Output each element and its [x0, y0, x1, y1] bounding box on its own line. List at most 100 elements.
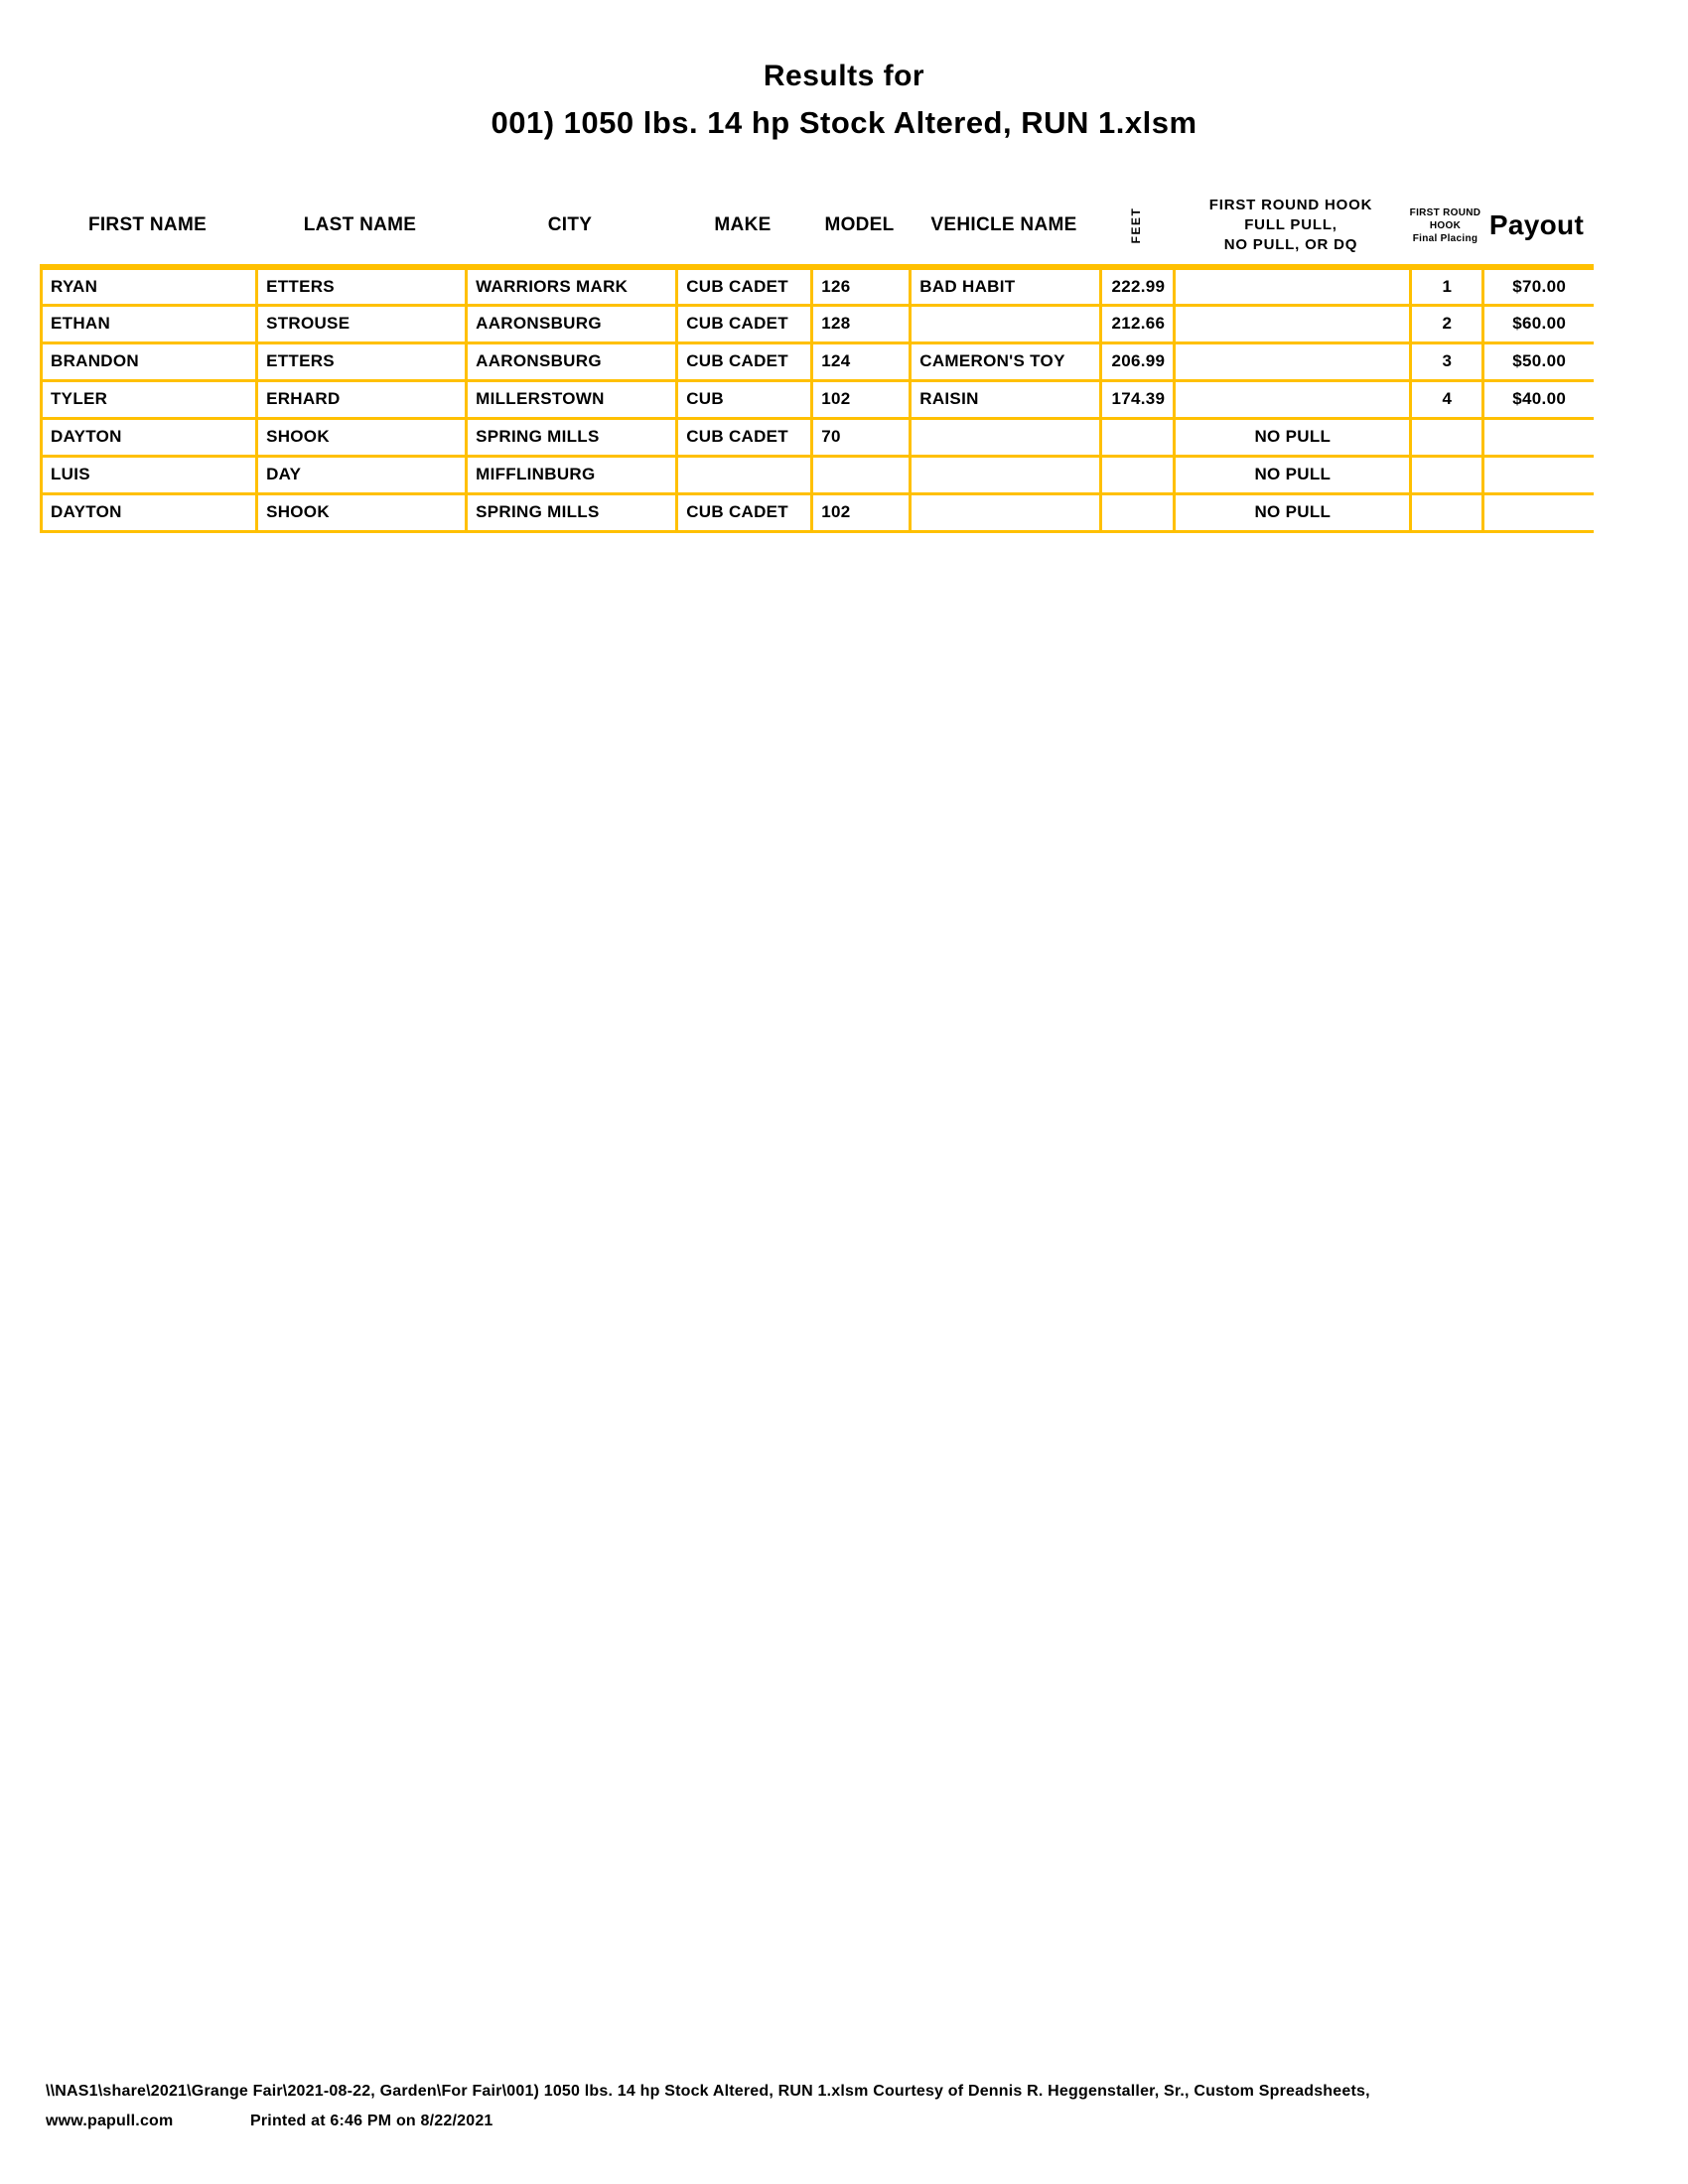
cell-payout	[1481, 454, 1594, 495]
cell-last-name: ETTERS	[255, 341, 469, 382]
footer-website: www.papull.com	[46, 2113, 174, 2129]
feet-rotated-label: FEET	[1129, 206, 1143, 244]
cell-city: AARONSBURG	[465, 303, 679, 344]
cell-hook: NO PULL	[1173, 416, 1413, 458]
placing-header-line1: FIRST ROUND	[1409, 206, 1481, 218]
column-header-final-placing: FIRST ROUND HOOK Final Placing	[1409, 206, 1481, 245]
table-header-row: FIRST NAME LAST NAME CITY MAKE MODEL VEH…	[40, 187, 1594, 264]
cell-hook	[1173, 378, 1413, 420]
cell-vehicle-name	[909, 416, 1103, 458]
column-header-feet: FEET	[1099, 187, 1173, 264]
cell-make	[675, 454, 814, 495]
cell-city: WARRIORS MARK	[465, 265, 679, 307]
cell-hook	[1173, 341, 1413, 382]
cell-vehicle-name: CAMERON'S TOY	[909, 341, 1103, 382]
cell-placing: 4	[1409, 378, 1485, 420]
cell-city: MILLERSTOWN	[465, 378, 679, 420]
column-header-first-round-hook: FIRST ROUND HOOK FULL PULL, NO PULL, OR …	[1173, 196, 1409, 255]
column-header-model: MODEL	[824, 214, 895, 235]
placing-header-line2: HOOK	[1429, 219, 1462, 231]
cell-placing: 3	[1409, 341, 1485, 382]
cell-model: 102	[810, 491, 913, 533]
cell-make: CUB CADET	[675, 341, 814, 382]
cell-city: SPRING MILLS	[465, 416, 679, 458]
table-row: TYLER ERHARD MILLERSTOWN CUB 102 RAISIN 174.39…	[39, 378, 1594, 420]
cell-feet	[1099, 416, 1177, 458]
column-header-city: CITY	[547, 214, 593, 235]
cell-feet	[1099, 491, 1177, 533]
page-subtitle-filename: 001) 1050 lbs. 14 hp Stock Altered, RUN …	[491, 105, 1197, 140]
footer-file-path: \\NAS1\share\2021\Grange Fair\2021-08-22…	[46, 2083, 1370, 2100]
cell-hook	[1173, 303, 1413, 344]
column-header-vehicle-name: VEHICLE NAME	[930, 214, 1077, 235]
cell-last-name: ERHARD	[255, 378, 469, 420]
cell-placing	[1409, 416, 1485, 458]
page-title: Results for	[763, 60, 925, 92]
cell-first-name: BRANDON	[39, 341, 259, 382]
cell-payout: $70.00	[1481, 265, 1594, 307]
cell-feet: 212.66	[1099, 303, 1177, 344]
cell-placing: 2	[1409, 303, 1485, 344]
cell-payout: $40.00	[1481, 378, 1594, 420]
cell-last-name: STROUSE	[255, 303, 469, 344]
cell-first-name: DAYTON	[39, 416, 259, 458]
hook-header-line2: FULL PULL,	[1244, 216, 1337, 233]
cell-model: 124	[810, 341, 913, 382]
cell-vehicle-name	[909, 303, 1103, 344]
cell-placing: 1	[1409, 265, 1485, 307]
results-table-body: RYAN ETTERS WARRIORS MARK CUB CADET 126 BAD H…	[39, 265, 1594, 533]
cell-city: AARONSBURG	[465, 341, 679, 382]
cell-model: 128	[810, 303, 913, 344]
cell-feet: 206.99	[1099, 341, 1177, 382]
cell-first-name: LUIS	[39, 454, 259, 495]
cell-last-name: DAY	[255, 454, 469, 495]
placing-header-line3: Final Placing	[1412, 232, 1478, 244]
results-grid: RYAN ETTERS WARRIORS MARK CUB CADET 126 BAD H…	[39, 264, 1594, 533]
cell-model: 102	[810, 378, 913, 420]
cell-payout	[1481, 416, 1594, 458]
cell-hook	[1173, 265, 1413, 307]
cell-payout: $60.00	[1481, 303, 1594, 344]
cell-first-name: DAYTON	[39, 491, 259, 533]
cell-vehicle-name: BAD HABIT	[909, 265, 1103, 307]
cell-make: CUB CADET	[675, 416, 814, 458]
column-header-first-name: FIRST NAME	[87, 214, 208, 235]
table-row: LUIS DAY MIFFLINBURG NO PULL	[39, 454, 1594, 495]
cell-feet: 174.39	[1099, 378, 1177, 420]
cell-vehicle-name: RAISIN	[909, 378, 1103, 420]
cell-vehicle-name	[909, 454, 1103, 495]
cell-last-name: SHOOK	[255, 491, 469, 533]
column-header-payout: Payout	[1488, 209, 1585, 240]
results-table: FIRST NAME LAST NAME CITY MAKE MODEL VEH…	[39, 187, 1594, 533]
table-row: DAYTON SHOOK SPRING MILLS CUB CADET 70 NO PUL…	[39, 416, 1594, 458]
column-header-last-name: LAST NAME	[303, 214, 417, 235]
cell-feet	[1099, 454, 1177, 495]
cell-first-name: RYAN	[39, 265, 259, 307]
table-row: BRANDON ETTERS AARONSBURG CUB CADET 124 CAMER…	[39, 341, 1594, 382]
table-row: RYAN ETTERS WARRIORS MARK CUB CADET 126 BAD H…	[39, 265, 1594, 307]
cell-first-name: TYLER	[39, 378, 259, 420]
cell-city: MIFFLINBURG	[465, 454, 679, 495]
cell-city: SPRING MILLS	[465, 491, 679, 533]
cell-vehicle-name	[909, 491, 1103, 533]
cell-placing	[1409, 454, 1485, 495]
footer-printed-timestamp: Printed at 6:46 PM on 8/22/2021	[250, 2113, 493, 2129]
cell-model: 70	[810, 416, 913, 458]
cell-make: CUB CADET	[675, 265, 814, 307]
table-row: DAYTON SHOOK SPRING MILLS CUB CADET 102 NO PU…	[39, 491, 1594, 533]
cell-last-name: SHOOK	[255, 416, 469, 458]
footer-print-info: www.papull.com Printed at 6:46 PM on 8/2…	[46, 2113, 493, 2130]
cell-make: CUB	[675, 378, 814, 420]
cell-model: 126	[810, 265, 913, 307]
cell-last-name: ETTERS	[255, 265, 469, 307]
cell-first-name: ETHAN	[39, 303, 259, 344]
cell-hook: NO PULL	[1173, 491, 1413, 533]
cell-make: CUB CADET	[675, 303, 814, 344]
hook-header-line3: NO PULL, OR DQ	[1223, 236, 1358, 253]
table-row: ETHAN STROUSE AARONSBURG CUB CADET 128 212.66…	[39, 303, 1594, 344]
column-header-make: MAKE	[714, 214, 772, 235]
cell-payout: $50.00	[1481, 341, 1594, 382]
cell-model	[810, 454, 913, 495]
cell-hook: NO PULL	[1173, 454, 1413, 495]
